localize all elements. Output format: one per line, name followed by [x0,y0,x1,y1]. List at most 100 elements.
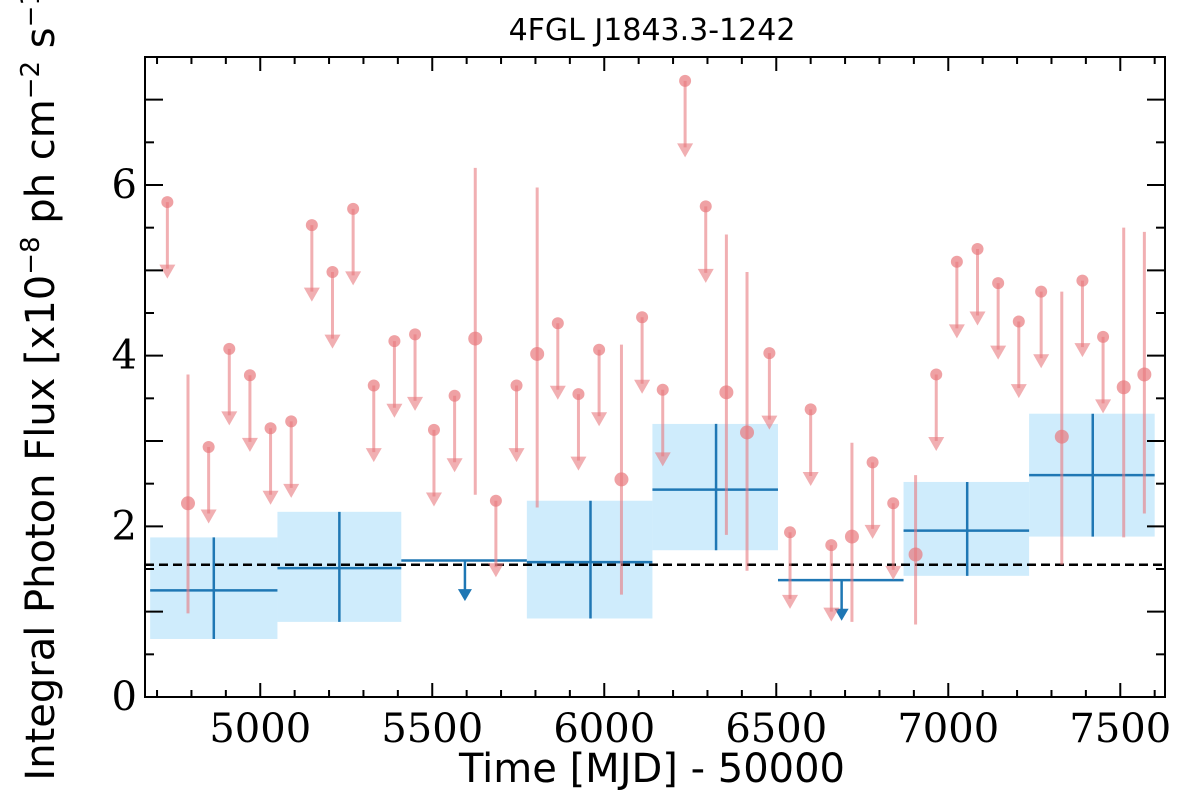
fine-bin-point [844,529,859,544]
fine-bin-point [1116,380,1131,395]
x-tick-label: 7000 [897,706,999,752]
fine-bin-point [1137,367,1152,382]
fine-bin-upper-limit-arrow [386,403,403,418]
fine-bin-upper-limit-point [1097,330,1110,343]
coarse-bin-upper-limit-arrow [457,589,472,602]
fine-bin-upper-limit-arrow [697,268,714,283]
fine-bin-upper-limit-arrow [549,385,566,400]
fine-bin-upper-limit-point [202,440,215,453]
y-axis-ticks: 0 2 4 6 [112,98,1165,720]
fine-bin-upper-limit-point [448,389,461,402]
y-tick-label: 0 [112,674,137,720]
fine-bin-upper-limit-point [1035,285,1048,298]
plot-frame [144,56,1166,698]
fine-bin-upper-limit-arrow [407,396,424,411]
chart-title: 4FGL J1843.3-1242 [509,13,796,48]
fine-bin-upper-limit-point [510,379,523,392]
fine-bin-upper-limit-arrow [425,492,442,507]
fine-bin-upper-limit-point [285,415,298,428]
fine-bin-upper-limit-point [992,277,1005,290]
fine-bin-upper-limit-arrow [283,483,300,498]
fine-bin-upper-limit-point [264,422,277,435]
fine-bin-upper-limit-arrow [487,563,504,578]
fine-bin-upper-limit-point [636,311,649,324]
fine-bin-upper-limit-point [409,328,422,341]
x-axis-ticks: 5000 5500 6000 6500 7000 7500 [156,57,1171,752]
fine-bin-point [1054,429,1069,444]
fine-bin-upper-limit-arrow [446,458,463,473]
fine-bin-point [468,331,483,346]
fine-bin-upper-limit-arrow [159,264,176,279]
fine-bin-upper-limit-point [804,403,817,416]
fine-bin-upper-limit-point [950,255,963,268]
fine-bin-upper-limit-point [489,494,502,507]
fine-bin-upper-limit-arrow [200,509,217,524]
y-tick-label: 6 [112,162,137,208]
fine-bin-upper-limit-arrow [508,448,525,463]
fine-bin-upper-limit-arrow [1074,343,1091,358]
fine-bin-point [740,425,755,440]
fine-bin-upper-limit-arrow [654,452,671,467]
fine-bin-upper-limit-point [971,243,984,255]
fine-bin-upper-limit-arrow [885,565,902,580]
fine-bin-point [719,385,734,400]
plot-area [145,74,1165,639]
fine-bin-upper-limit-arrow [1033,354,1050,369]
x-axis-label: Time [MJD] - 50000 [458,746,845,792]
fine-bin-upper-limit-point [887,497,900,510]
fine-bin-upper-limit-arrow [990,345,1007,360]
y-tick-label: 2 [112,503,137,549]
fine-bin-upper-limit-point [763,347,776,360]
y-axis-label: Integral Photon Flux [x10−8 ph cm−2 s−1] [16,0,64,781]
fine-bin-upper-limit-arrow [241,437,258,452]
x-tick-label: 5000 [209,706,311,752]
fine-bin-upper-limit-point [326,266,339,279]
fine-bin-upper-limit-arrow [1095,399,1112,414]
fine-bin-upper-limit-arrow [782,594,799,609]
fine-bin-upper-limit-point [572,388,585,401]
fine-bin-upper-limit-arrow [324,334,341,349]
y-tick-label: 4 [112,333,137,379]
fine-bin-upper-limit-arrow [802,471,819,486]
fine-bin-upper-limit-point [930,368,943,381]
fine-bin-upper-limit-arrow [1010,384,1027,399]
fine-bin-point [908,547,923,562]
fine-bin-upper-limit-arrow [634,379,651,394]
fine-bin-upper-limit-point [243,369,256,382]
x-tick-label: 7500 [1069,706,1171,752]
coarse-bin-upper-limit-arrow [834,608,849,621]
fine-bin-upper-limit-arrow [345,271,362,286]
fine-bin-upper-limit-arrow [761,415,778,430]
fine-bin-upper-limit-point [699,200,712,213]
fine-bin-upper-limit-arrow [221,411,238,426]
fine-bin-upper-limit-point [593,343,606,356]
x-tick-label: 5500 [381,706,483,752]
fine-bin-upper-limit-point [784,526,797,539]
fine-bin-upper-limit-arrow [928,436,945,451]
fine-bin-upper-limit-point [656,383,669,396]
fine-bin-upper-limit-arrow [948,324,965,339]
fine-bin-upper-limit-arrow [303,287,320,302]
fine-bin-upper-limit-point [223,342,236,355]
fine-bin-upper-limit-point [825,539,838,552]
fine-bin-upper-limit-arrow [591,412,608,427]
fine-bin-upper-limit-point [1076,274,1089,287]
fine-bin-point [614,472,629,487]
x-tick-label: 6500 [725,706,827,752]
fine-bin-upper-limit-arrow [570,456,587,471]
fine-bin-upper-limit-arrow [677,143,694,158]
fine-bin-upper-limit-point [679,74,692,87]
fine-bin-upper-limit-point [388,335,401,348]
fine-bin-upper-limit-arrow [969,311,986,326]
x-tick-label: 6000 [553,706,655,752]
fine-bin-upper-limit-point [161,196,174,209]
fine-bin-upper-limit-point [551,317,564,330]
fine-bin-upper-limit-arrow [864,524,881,539]
fine-bin-upper-limit-point [305,219,318,232]
fine-bin-upper-limit-point [367,379,380,392]
fine-bin-point [530,346,545,361]
fine-bin-upper-limit-arrow [365,448,382,463]
fine-bin-upper-limit-point [1012,315,1025,328]
fine-bin-upper-limit-point [347,202,360,215]
